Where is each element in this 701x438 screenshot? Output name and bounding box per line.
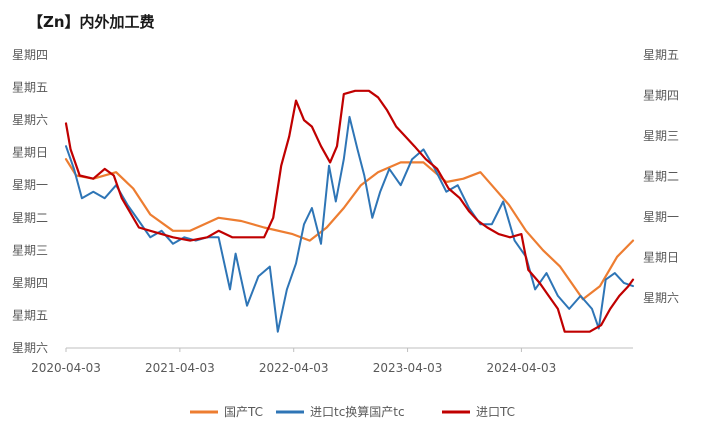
left-tick-label: 星期三 [12,243,48,257]
right-tick-label: 星期四 [643,89,679,103]
legend-label: 进口tc换算国产tc [310,404,405,419]
right-tick-label: 星期六 [643,291,679,305]
right-tick-label: 星期五 [643,48,679,62]
right-tick-label: 星期一 [643,210,679,224]
left-tick-label: 星期四 [12,48,48,62]
x-tick-label: 2022-04-03 [259,361,329,375]
legend-label: 进口TC [476,405,515,419]
left-tick-label: 星期日 [12,146,48,160]
left-tick-label: 星期六 [12,113,48,127]
left-tick-label: 星期一 [12,178,48,192]
legend: 国产TC 进口tc换算国产tc 进口TC [190,404,515,419]
right-tick-label: 星期日 [643,251,679,265]
left-tick-label: 星期五 [12,81,48,95]
chart-title: 【Zn】内外加工费 [28,13,155,31]
left-tick-label: 星期四 [12,276,48,290]
left-tick-label: 星期二 [12,211,48,225]
left-tick-label: 星期六 [12,341,48,355]
x-tick-label: 2020-04-03 [31,361,101,375]
right-tick-label: 星期二 [643,170,679,184]
series-line-0 [64,158,635,301]
left-tick-label: 星期五 [12,308,48,322]
x-tick-label: 2024-04-03 [487,361,557,375]
legend-label: 国产TC [224,405,263,419]
x-tick-label: 2021-04-03 [145,361,215,375]
plot-area [64,89,635,333]
x-axis: 2020-04-03 2021-04-03 2022-04-03 2023-04-03… [31,347,633,375]
x-tick-label: 2023-04-03 [373,361,443,375]
right-tick-label: 星期三 [643,129,679,143]
series-line-2 [64,89,635,333]
series-line-1 [65,115,634,333]
